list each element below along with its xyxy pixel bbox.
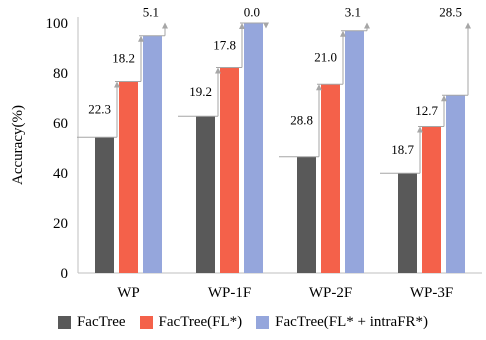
y-tick-label: 100 <box>46 16 69 32</box>
bar <box>297 156 316 273</box>
bar <box>345 30 364 273</box>
legend-swatch-factree-fl-intrafr <box>256 315 270 329</box>
legend-swatch-factree-fl <box>139 315 153 329</box>
annotation-label: 19.2 <box>189 84 212 99</box>
legend-item-factree-fl: FacTree(FL*) <box>139 313 243 331</box>
legend: FacTree FacTree(FL*) FacTree(FL* + intra… <box>0 308 486 336</box>
x-categories: WP WP-1F WP-2F WP-3F <box>117 285 453 301</box>
legend-item-factree: FacTree <box>57 313 126 331</box>
category-label: WP-1F <box>208 285 251 301</box>
bar <box>143 35 162 273</box>
bar <box>446 95 465 273</box>
bar <box>95 137 114 273</box>
bar <box>422 126 441 273</box>
annotation-label: 0.0 <box>244 5 260 20</box>
y-tick-label: 80 <box>53 66 68 82</box>
bar <box>220 67 239 273</box>
annotation-label: 17.8 <box>213 37 236 52</box>
category-label: WP <box>117 285 140 301</box>
axes <box>77 17 482 274</box>
annotation-label: 22.3 <box>88 101 111 116</box>
category-label: WP-2F <box>309 285 352 301</box>
y-tick-label: 40 <box>53 166 68 182</box>
annotation-label: 18.2 <box>112 51 135 66</box>
annotation-label: 3.1 <box>345 5 361 20</box>
bar <box>119 81 138 273</box>
y-axis-title: Accuracy(%) <box>10 105 26 185</box>
annotation-label: 12.7 <box>415 103 438 118</box>
legend-item-factree-fl-intrafr: FacTree(FL* + intraFR*) <box>256 314 428 331</box>
bar <box>244 23 263 273</box>
bar <box>398 173 417 273</box>
accuracy-bar-chart: Accuracy(%) 22.3 18.2 5.1 19.2 17.8 0.0 28.8 21… <box>10 5 482 301</box>
legend-swatch-factree <box>57 315 71 329</box>
y-tick-label: 0 <box>61 266 69 282</box>
annotations: 22.3 18.2 5.1 19.2 17.8 0.0 28.8 21.0 3.1 18.7 12.… <box>77 5 471 174</box>
annotation-label: 5.1 <box>143 5 159 20</box>
bar <box>196 116 215 273</box>
y-ticks: 0 20 40 60 80 100 <box>46 16 69 282</box>
annotation-label: 21.0 <box>314 50 337 65</box>
y-tick-label: 20 <box>53 216 68 232</box>
legend-label-factree-fl-intrafr: FacTree(FL* + intraFR*) <box>275 313 429 330</box>
annotation-label: 28.8 <box>290 113 313 128</box>
bar <box>321 84 340 273</box>
category-label: WP-3F <box>410 285 453 301</box>
legend-label-factree-fl: FacTree(FL*) <box>158 313 243 330</box>
annotation-label: 28.5 <box>439 5 462 20</box>
bars <box>95 23 465 273</box>
annotation-label: 18.7 <box>391 142 414 157</box>
legend-label-factree: FacTree <box>76 313 126 330</box>
y-tick-label: 60 <box>53 116 68 132</box>
